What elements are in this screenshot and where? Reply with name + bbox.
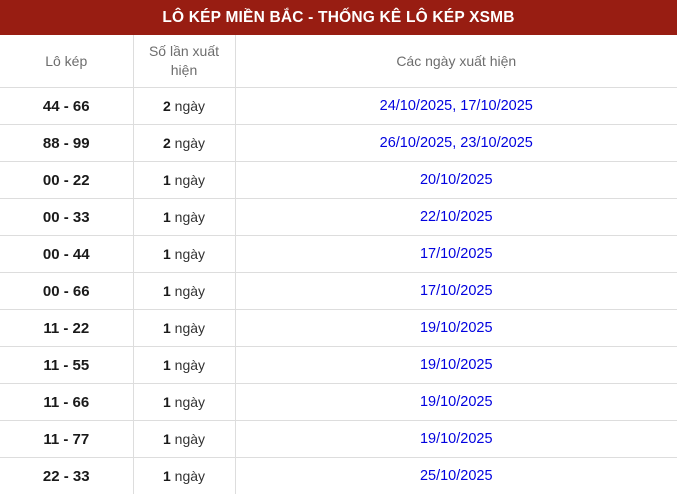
count-unit: ngày [175,357,205,373]
count-cell: 2 ngày [133,88,235,125]
dates-cell: 25/10/2025 [235,458,677,494]
dates-cell: 19/10/2025 [235,384,677,421]
count-cell: 1 ngày [133,273,235,310]
count-unit: ngày [175,320,205,336]
dates-cell: 17/10/2025 [235,273,677,310]
table-row: 00 - 22 1 ngày 20/10/2025 [0,162,677,199]
count-cell: 1 ngày [133,384,235,421]
title-bar: LÔ KÉP MIỀN BẮC - THỐNG KÊ LÔ KÉP XSMB [0,0,677,35]
table-row: 00 - 44 1 ngày 17/10/2025 [0,236,677,273]
count-value: 1 [163,246,171,262]
date-link[interactable]: 17/10/2025 [420,283,493,299]
date-link[interactable]: 17/10/2025 [460,98,533,114]
count-cell: 1 ngày [133,310,235,347]
count-value: 1 [163,209,171,225]
count-value: 1 [163,431,171,447]
count-cell: 1 ngày [133,199,235,236]
dates-cell: 19/10/2025 [235,421,677,458]
table-row: 11 - 55 1 ngày 19/10/2025 [0,347,677,384]
pair-value: 00 - 33 [0,199,133,236]
count-cell: 1 ngày [133,421,235,458]
date-link[interactable]: 17/10/2025 [420,246,493,262]
dates-cell: 19/10/2025 [235,347,677,384]
column-header-lo-kep: Lô kép [0,35,133,88]
column-header-cac-ngay-xuat-hien: Các ngày xuất hiện [235,35,677,88]
dates-cell: 22/10/2025 [235,199,677,236]
count-cell: 1 ngày [133,236,235,273]
pair-value: 44 - 66 [0,88,133,125]
dates-cell: 20/10/2025 [235,162,677,199]
count-value: 2 [163,98,171,114]
date-link[interactable]: 19/10/2025 [420,320,493,336]
count-unit: ngày [175,209,205,225]
pair-value: 11 - 22 [0,310,133,347]
pair-value: 11 - 77 [0,421,133,458]
dates-cell: 24/10/2025, 17/10/2025 [235,88,677,125]
table-row: 11 - 22 1 ngày 19/10/2025 [0,310,677,347]
column-header-so-lan-xuat-hien: Số lần xuất hiện [133,35,235,88]
date-link[interactable]: 19/10/2025 [420,431,493,447]
pair-value: 11 - 55 [0,347,133,384]
table-header-row: Lô kép Số lần xuất hiện Các ngày xuất hi… [0,35,677,88]
count-value: 1 [163,283,171,299]
table-row: 00 - 33 1 ngày 22/10/2025 [0,199,677,236]
count-unit: ngày [175,172,205,188]
pair-value: 00 - 66 [0,273,133,310]
pair-value: 11 - 66 [0,384,133,421]
date-link[interactable]: 19/10/2025 [420,394,493,410]
date-link[interactable]: 24/10/2025 [380,98,453,114]
count-unit: ngày [175,468,205,484]
pair-value: 00 - 44 [0,236,133,273]
date-link[interactable]: 20/10/2025 [420,172,493,188]
page-title: LÔ KÉP MIỀN BẮC - THỐNG KÊ LÔ KÉP XSMB [162,9,514,27]
count-value: 1 [163,468,171,484]
count-unit: ngày [175,98,205,114]
dates-cell: 26/10/2025, 23/10/2025 [235,125,677,162]
count-value: 1 [163,394,171,410]
table-row: 44 - 66 2 ngày 24/10/2025, 17/10/2025 [0,88,677,125]
count-value: 1 [163,357,171,373]
pair-value: 00 - 22 [0,162,133,199]
dates-cell: 17/10/2025 [235,236,677,273]
table-row: 00 - 66 1 ngày 17/10/2025 [0,273,677,310]
count-unit: ngày [175,135,205,151]
date-link[interactable]: 26/10/2025 [380,135,453,151]
count-cell: 1 ngày [133,162,235,199]
count-value: 1 [163,320,171,336]
count-cell: 1 ngày [133,458,235,494]
date-link[interactable]: 23/10/2025 [460,135,533,151]
count-unit: ngày [175,246,205,262]
count-value: 2 [163,135,171,151]
date-link[interactable]: 25/10/2025 [420,468,493,484]
count-cell: 2 ngày [133,125,235,162]
date-link[interactable]: 22/10/2025 [420,209,493,225]
count-unit: ngày [175,431,205,447]
count-unit: ngày [175,394,205,410]
page: LÔ KÉP MIỀN BẮC - THỐNG KÊ LÔ KÉP XSMB L… [0,0,677,479]
table-row: 11 - 66 1 ngày 19/10/2025 [0,384,677,421]
dates-cell: 19/10/2025 [235,310,677,347]
table-row: 22 - 33 1 ngày 25/10/2025 [0,458,677,494]
count-value: 1 [163,172,171,188]
lo-kep-stats-table: Lô kép Số lần xuất hiện Các ngày xuất hi… [0,35,677,494]
date-link[interactable]: 19/10/2025 [420,357,493,373]
pair-value: 22 - 33 [0,458,133,494]
table-row: 88 - 99 2 ngày 26/10/2025, 23/10/2025 [0,125,677,162]
pair-value: 88 - 99 [0,125,133,162]
count-unit: ngày [175,283,205,299]
table-row: 11 - 77 1 ngày 19/10/2025 [0,421,677,458]
count-cell: 1 ngày [133,347,235,384]
